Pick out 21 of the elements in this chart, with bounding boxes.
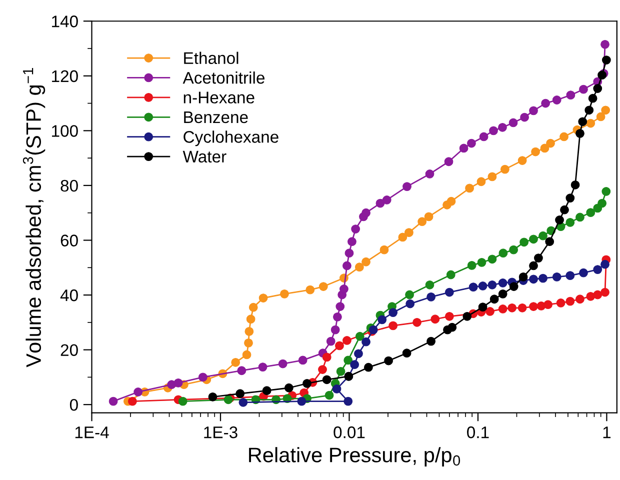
y-tick-label: 80 (60, 180, 78, 192)
y-axis-title: Volume adsorbed, cm$^{3}$(STP) g$^{−1}$ (22, 68, 46, 368)
x-tick-label: 1E-3 (204, 426, 238, 438)
x-tick-label: 1 (603, 426, 611, 438)
x-tick-label: 0.1 (467, 426, 489, 438)
x-tick-label: 1E-4 (75, 426, 109, 438)
y-tick-label: 140 (52, 16, 78, 28)
legend-label: Cyclohexane (184, 130, 278, 146)
y-tick-label: 40 (60, 289, 78, 302)
legend-label: Benzene (184, 112, 248, 124)
x-tick-label: 0.01 (334, 426, 365, 438)
y-tick-label: 120 (52, 70, 78, 82)
y-tick-label: 20 (60, 344, 78, 356)
y-tick-label: 100 (52, 125, 78, 137)
legend-label: n-Hexane (184, 92, 254, 104)
y-tick-label: 0 (70, 398, 78, 411)
y-tick-label: 60 (60, 234, 78, 246)
legend-label: Acetonitrile (182, 71, 264, 84)
legend-label: Water (182, 150, 226, 163)
x-axis-title: Relative Pressure, p/p$_{0}$ (249, 447, 460, 467)
legend-label: Ethanol (184, 52, 238, 64)
